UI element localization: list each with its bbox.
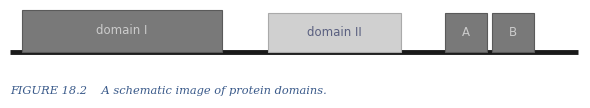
Text: FIGURE 18.2    A schematic image of protein domains.: FIGURE 18.2 A schematic image of protein… bbox=[10, 86, 327, 96]
Text: domain II: domain II bbox=[307, 26, 362, 39]
Bar bbox=[268, 13, 401, 52]
Text: domain I: domain I bbox=[96, 25, 148, 37]
Bar bbox=[445, 13, 487, 52]
Bar bbox=[492, 13, 534, 52]
Text: B: B bbox=[509, 26, 517, 39]
Bar bbox=[22, 10, 222, 52]
Text: A: A bbox=[462, 26, 470, 39]
